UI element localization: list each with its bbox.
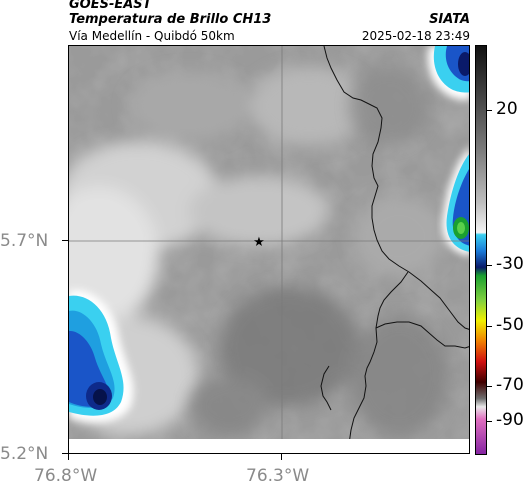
colorbar-label-20: 20	[496, 99, 518, 119]
map-panel[interactable]: ★	[68, 45, 470, 454]
lon-tick	[281, 454, 282, 460]
organization-label: SIATA	[429, 12, 470, 27]
convective-cell-left	[69, 290, 134, 423]
satellite-title: GOES-EAST	[69, 0, 152, 12]
colorbar-tick	[487, 265, 492, 266]
region-label: Vía Medellín - Quibdó 50km	[69, 29, 235, 43]
colorbar-label-minus-70: -70	[496, 375, 524, 395]
department-borders	[320, 46, 469, 453]
convective-cell-top-right	[427, 46, 469, 101]
colorbar-label-minus-30: -30	[496, 254, 524, 274]
lat-label-1: 5.7°N	[0, 231, 49, 251]
lat-tick	[62, 453, 68, 454]
colorbar-label-minus-90: -90	[496, 410, 524, 430]
colorbar-tick	[487, 386, 492, 387]
colorbar-label-minus-50: -50	[496, 315, 524, 335]
no-data-strip	[69, 439, 469, 453]
lon-tick	[68, 454, 69, 460]
colorbar-tick	[487, 110, 492, 111]
lat-label-2: 5.2°N	[0, 444, 49, 464]
brightness-temperature-map: ★	[69, 46, 469, 453]
datetime-label: 2025-02-18 23:49	[361, 29, 470, 43]
colorbar-tick	[487, 421, 492, 422]
lon-label-2: 76.3°W	[246, 466, 310, 486]
colorbar-tick	[487, 326, 492, 327]
lat-tick	[62, 240, 68, 241]
temperature-colorbar	[475, 45, 487, 455]
convective-cell-right	[442, 148, 469, 256]
lon-label-1: 76.8°W	[34, 466, 98, 486]
star-icon: ★	[253, 235, 265, 250]
cloud-dark-areas	[189, 66, 449, 436]
product-title: Temperatura de Brillo CH13	[69, 12, 272, 27]
